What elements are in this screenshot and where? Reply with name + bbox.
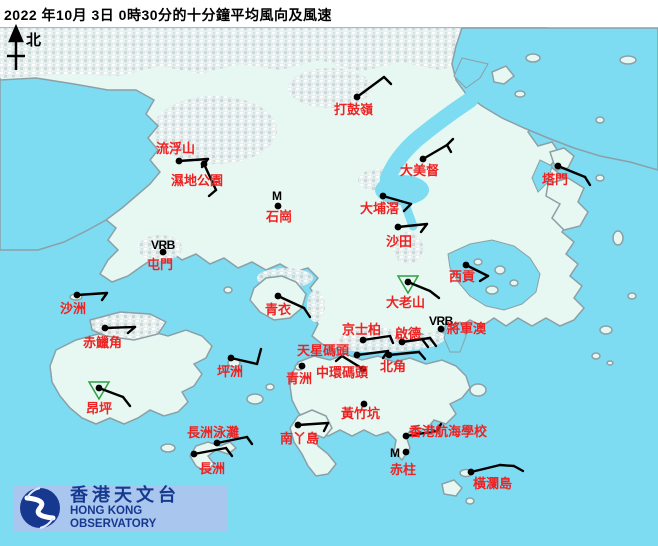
logo-chinese-name: 香港天文台 <box>70 485 180 505</box>
hko-logo-banner: 香港天文台 HONG KONG OBSERVATORY <box>13 485 228 531</box>
north-arrow <box>7 23 25 70</box>
islands <box>49 53 637 505</box>
bays <box>0 27 658 353</box>
hko-logo-icon <box>20 487 60 529</box>
map-title: 2022 年10月 3日 0時30分的十分鐘平均風向及風速 <box>4 7 333 23</box>
logo-english-name: HONG KONG OBSERVATORY <box>70 505 157 530</box>
north-label: 北 <box>26 32 42 49</box>
